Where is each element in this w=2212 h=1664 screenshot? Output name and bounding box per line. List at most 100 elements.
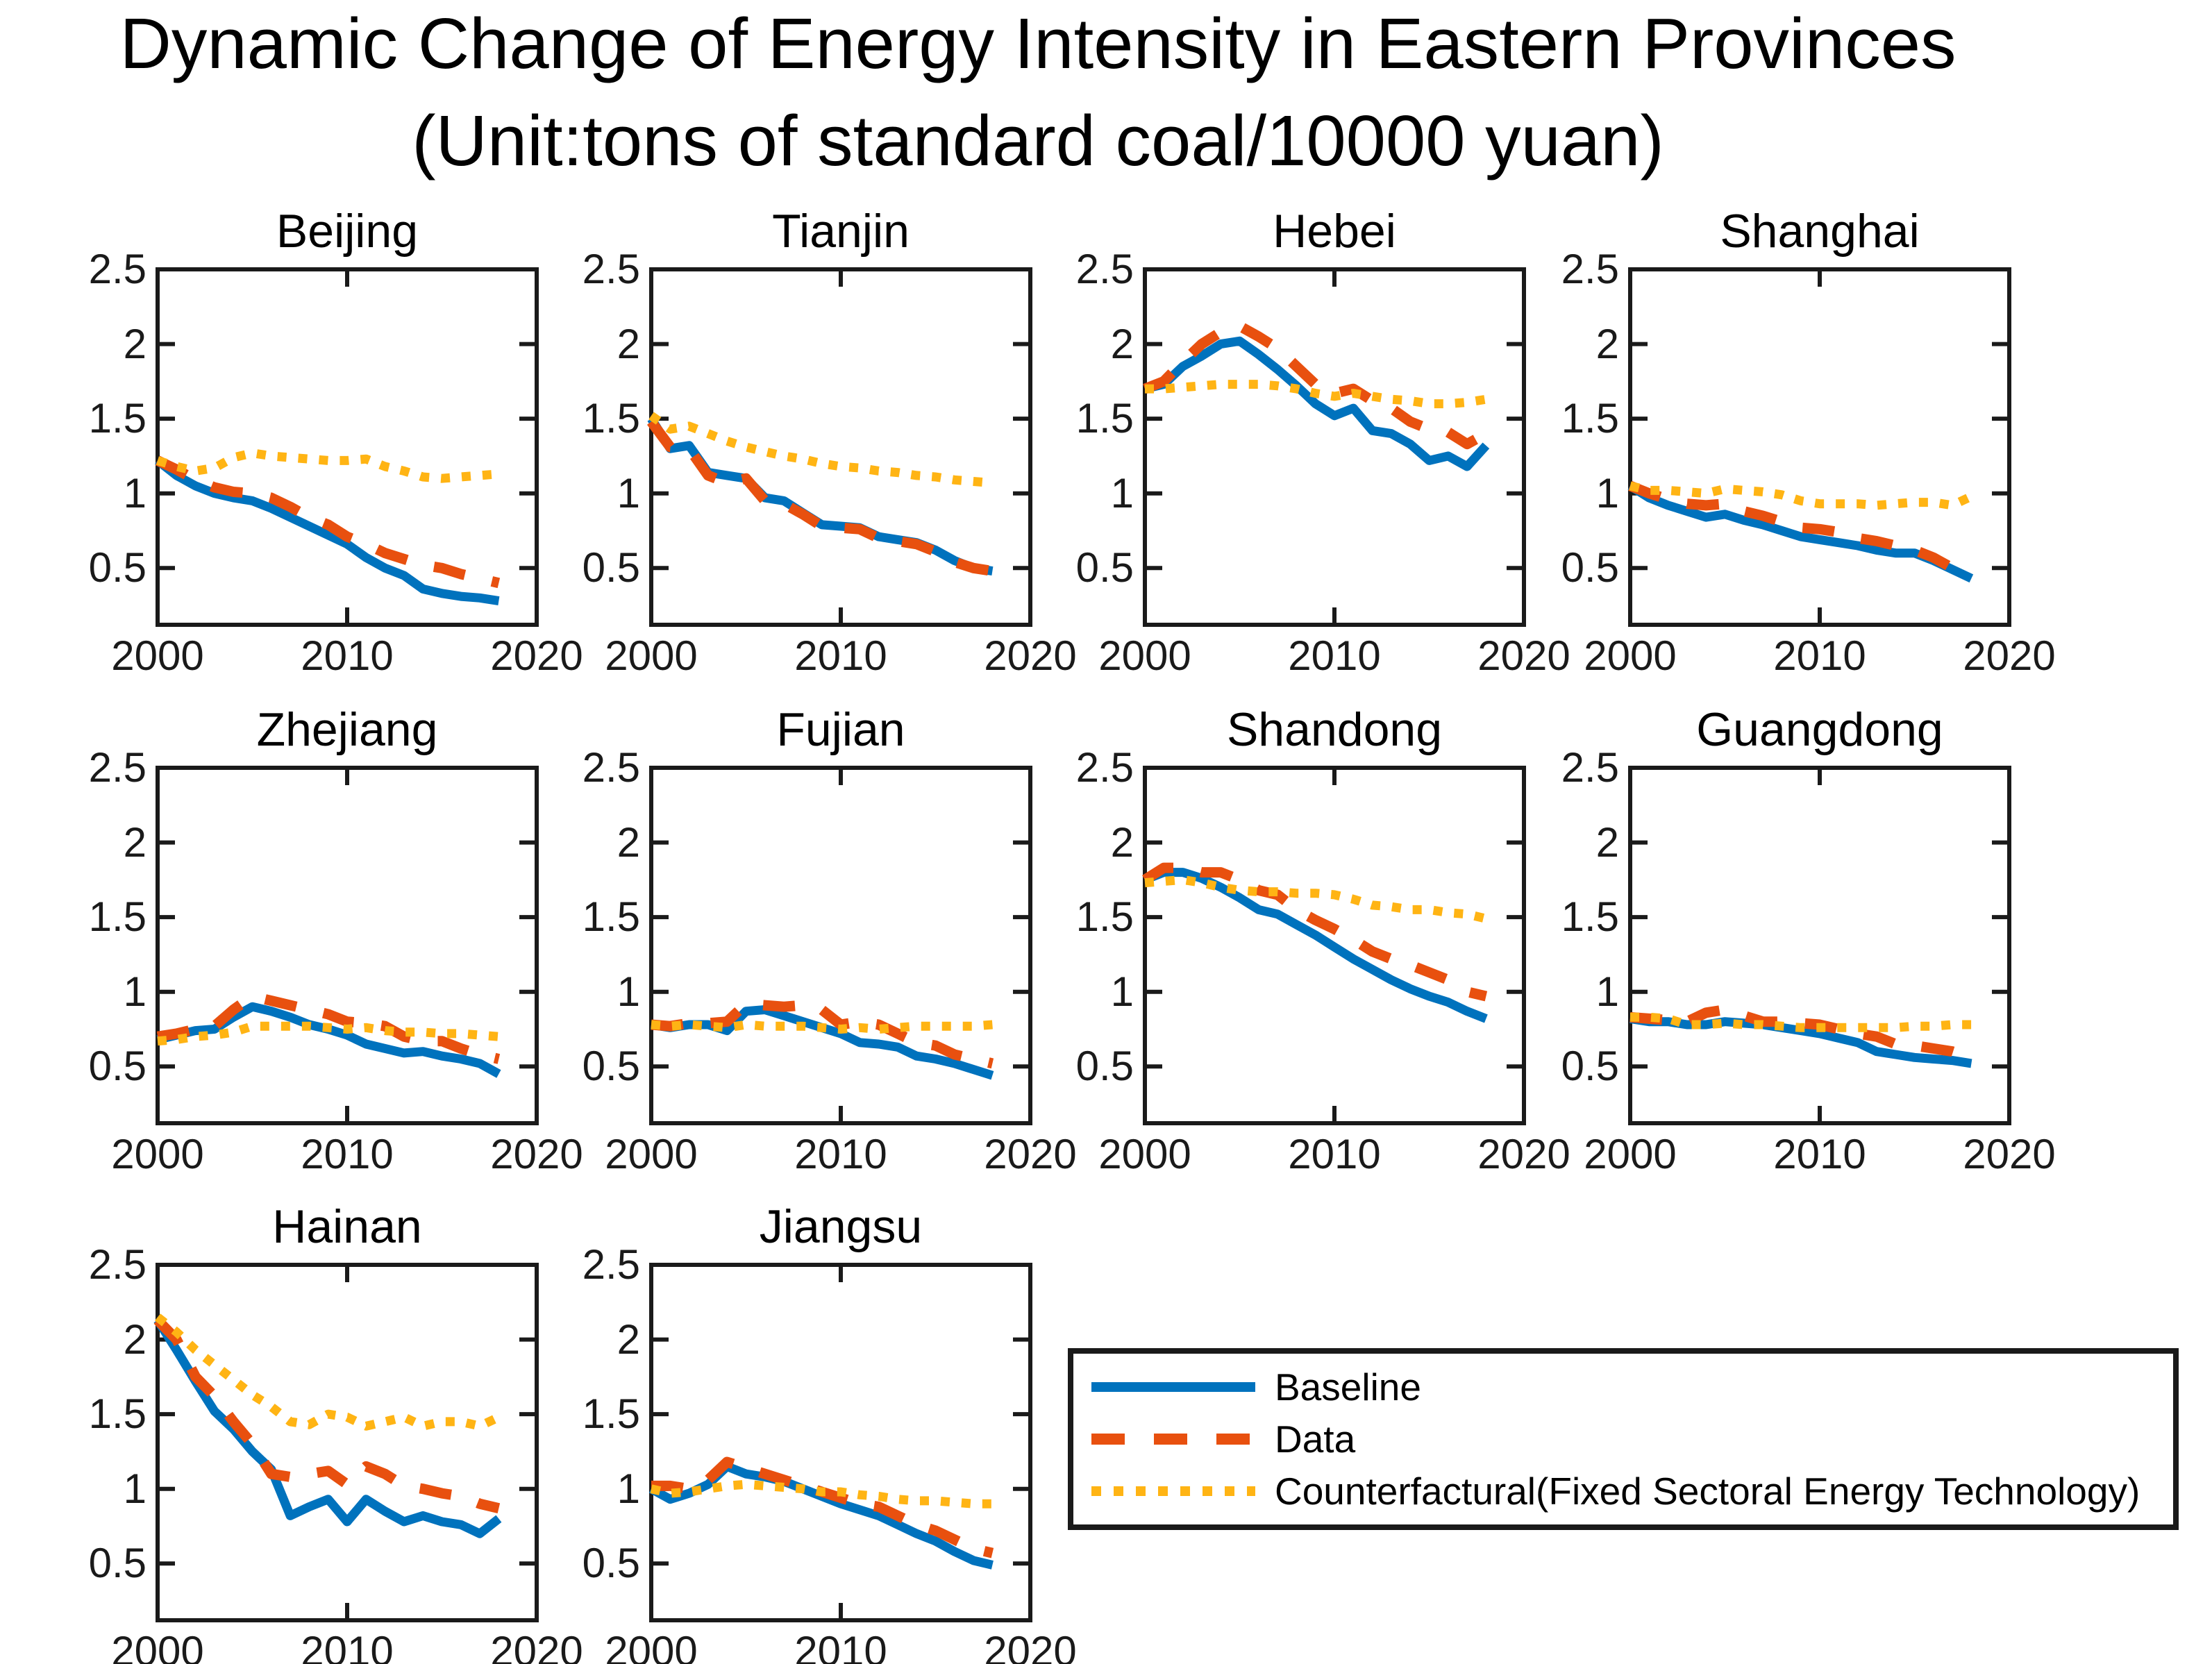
- y-tick-label: 2.5: [88, 1241, 146, 1288]
- y-tick-label: 2: [1110, 818, 1134, 866]
- legend-item-counterfactual: Counterfactural(Fixed Sectoral Energy Te…: [1086, 1470, 2173, 1512]
- baseline-series-line: [1143, 336, 1490, 471]
- y-tick-label: 2.5: [582, 246, 640, 292]
- x-tick-label: 2000: [605, 1131, 698, 1177]
- y-tick-label: 1.5: [1561, 395, 1619, 442]
- data-series-line: [155, 455, 501, 589]
- axes-border: [156, 766, 539, 1125]
- y-tick-label: 2: [617, 1316, 640, 1363]
- baseline-series-line: [1143, 868, 1488, 1023]
- baseline-series-line: [153, 1318, 502, 1538]
- counterfactual-series-line: [1630, 1012, 1972, 1032]
- y-tick-label: 1.5: [582, 1390, 640, 1438]
- y-tick-label: 2: [617, 320, 640, 367]
- x-tick-label: 2000: [605, 632, 698, 679]
- y-tick-label: 0.5: [88, 1043, 146, 1090]
- y-tick-label: 2.5: [582, 744, 640, 791]
- y-tick-label: 2.5: [1561, 246, 1619, 292]
- x-tick-label: 2020: [1477, 632, 1570, 679]
- counterfactual-series-line: [1145, 380, 1487, 409]
- counterfactual-series-line: [1629, 481, 1974, 510]
- counterfactual-series-line: [650, 1479, 993, 1508]
- counterfactual-series-line: [157, 1021, 499, 1046]
- subplot-axes-hebei: [1143, 267, 1526, 627]
- y-tick-label: 2.5: [582, 1241, 640, 1288]
- x-tick-label: 2010: [1288, 632, 1381, 679]
- x-tick-label: 2000: [1584, 632, 1677, 679]
- legend-item-label: Baseline: [1275, 1365, 1421, 1409]
- data-series-line: [156, 991, 501, 1064]
- y-tick-label: 0.5: [88, 544, 146, 591]
- baseline-series-line: [154, 457, 500, 606]
- baseline-series-line: [1627, 482, 1974, 583]
- y-tick-label: 0.5: [1561, 544, 1619, 591]
- data-series-line: [651, 998, 994, 1069]
- data-series-line: [646, 418, 994, 577]
- subplot-title-shandong: Shandong: [1226, 703, 1443, 756]
- subplot-title-tianjin: Tianjin: [772, 205, 910, 258]
- y-tick-label: 0.5: [1075, 544, 1134, 591]
- y-tick-label: 0.5: [1561, 1043, 1619, 1090]
- y-tick-label: 1: [123, 469, 146, 516]
- data-series-line: [1628, 480, 1973, 580]
- counterfactual-series-line: [648, 412, 993, 488]
- data-series-line: [1142, 862, 1488, 1002]
- legend-item-baseline: Baseline: [1086, 1366, 2173, 1408]
- legend-swatch-line: [1091, 1381, 1255, 1392]
- y-tick-label: 2: [123, 1316, 146, 1363]
- axes-border: [649, 267, 1032, 627]
- y-tick-label: 1: [1110, 968, 1134, 1015]
- y-tick-label: 2.5: [1561, 744, 1619, 791]
- y-tick-label: 1: [617, 469, 640, 516]
- x-tick-label: 2000: [111, 1131, 204, 1177]
- subplot-title-jiangsu: Jiangsu: [759, 1200, 923, 1253]
- figure-title-line2: (Unit:tons of standard coal/10000 yuan): [412, 101, 1664, 180]
- x-tick-label: 2010: [1773, 1131, 1866, 1177]
- subplot-title-guangdong: Guangdong: [1696, 703, 1943, 756]
- subplot-title-hainan: Hainan: [272, 1200, 422, 1253]
- counterfactual-series-line: [156, 448, 499, 483]
- x-tick-label: 2000: [1098, 632, 1191, 679]
- subplot-title-hebei: Hebei: [1273, 205, 1396, 258]
- y-tick-label: 1: [1595, 968, 1619, 1015]
- x-tick-label: 2020: [490, 1131, 583, 1177]
- axes-border: [156, 267, 539, 627]
- x-tick-label: 2020: [1477, 1131, 1570, 1177]
- axes-border: [1143, 766, 1526, 1125]
- subplot-title-beijing: Beijing: [276, 205, 419, 258]
- legend-box: Baseline Data Counterfactural(Fixed Sect…: [1068, 1348, 2179, 1530]
- subplot-title-fujian: Fujian: [776, 703, 905, 756]
- y-tick-label: 1: [1595, 469, 1619, 516]
- x-tick-label: 2010: [794, 1131, 887, 1177]
- x-tick-label: 2000: [1098, 1131, 1191, 1177]
- legend-swatch-line: [1091, 1433, 1255, 1445]
- y-tick-label: 1: [1110, 469, 1134, 516]
- y-tick-label: 2: [617, 818, 640, 866]
- x-tick-label: 2020: [984, 632, 1077, 679]
- x-tick-label: 2020: [984, 1131, 1077, 1177]
- subplot-axes-tianjin: [646, 267, 1032, 627]
- axes-border: [1628, 267, 2011, 627]
- y-tick-label: 2.5: [1075, 744, 1134, 791]
- subplot-title-shanghai: Shanghai: [1720, 205, 1920, 258]
- y-tick-label: 0.5: [582, 544, 640, 591]
- subplot-axes-zhejiang: [156, 766, 539, 1125]
- y-tick-label: 2: [1595, 818, 1619, 866]
- x-tick-label: 2010: [301, 632, 394, 679]
- data-series-line: [153, 1316, 501, 1513]
- counterfactual-series-line: [1144, 875, 1487, 923]
- y-tick-label: 1.5: [1075, 893, 1134, 941]
- x-tick-label: 2020: [490, 1628, 583, 1664]
- subplot-axes-guangdong: [1628, 766, 2011, 1125]
- figure-title-line1: Dynamic Change of Energy Intensity in Ea…: [119, 3, 1957, 83]
- x-tick-label: 2010: [301, 1628, 394, 1664]
- axes-border: [649, 1263, 1032, 1622]
- axes-border: [1143, 267, 1526, 627]
- x-tick-label: 2000: [111, 632, 204, 679]
- subplot-axes-shandong: [1142, 766, 1526, 1125]
- y-tick-label: 0.5: [582, 1540, 640, 1587]
- subplot-axes-shanghai: [1627, 267, 2011, 627]
- y-tick-label: 1: [123, 1465, 146, 1512]
- legend-item-data: Data: [1086, 1418, 2173, 1460]
